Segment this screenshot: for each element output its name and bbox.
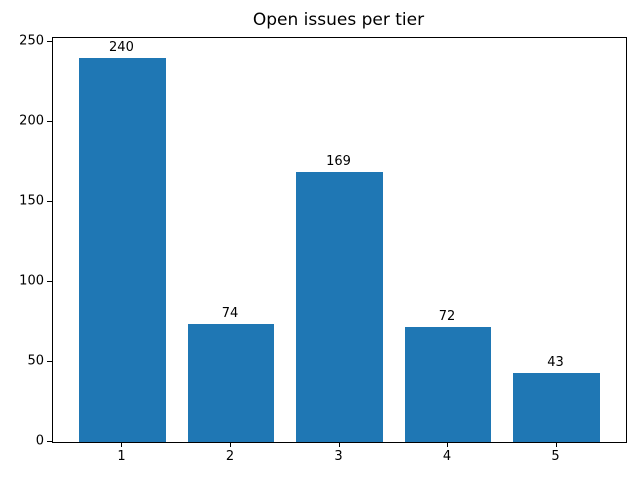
- x-tick-label: 1: [117, 449, 126, 464]
- bar-value-label: 72: [438, 308, 456, 324]
- x-tick-mark: [447, 442, 449, 447]
- x-tick-mark: [338, 442, 340, 447]
- bar-tier-3: [296, 171, 383, 442]
- chart-title: Open issues per tier: [252, 10, 425, 30]
- y-tick-label: 100: [19, 273, 44, 289]
- bar-tier-2: [187, 323, 275, 442]
- x-tick-label: 3: [334, 449, 343, 464]
- x-tick-mark: [555, 442, 557, 447]
- bar-value-label: 43: [547, 355, 564, 371]
- y-tick-mark: [47, 201, 52, 202]
- y-tick-mark: [47, 441, 52, 442]
- x-tick-mark: [121, 442, 123, 447]
- y-tick-mark: [47, 41, 52, 42]
- bar-tier-4: [404, 326, 492, 442]
- y-tick-mark: [47, 361, 52, 362]
- y-tick-label: 250: [19, 33, 44, 49]
- y-tick-label: 0: [35, 433, 44, 449]
- x-tick-label: 5: [551, 449, 560, 464]
- bar-value-label: 240: [109, 40, 134, 55]
- y-tick-label: 150: [19, 193, 44, 209]
- plot-area: [52, 37, 627, 443]
- bar-tier-1: [79, 58, 166, 442]
- x-tick-mark: [229, 442, 231, 447]
- bar-value-label: 169: [326, 153, 351, 169]
- y-tick-label: 200: [19, 113, 44, 129]
- x-tick-label: 4: [442, 449, 452, 464]
- bar-value-label: 74: [221, 305, 239, 321]
- x-tick-label: 2: [225, 449, 235, 464]
- y-tick-mark: [47, 281, 52, 282]
- bar-tier-5: [513, 373, 600, 442]
- y-tick-label: 50: [27, 353, 44, 369]
- y-tick-mark: [47, 121, 52, 122]
